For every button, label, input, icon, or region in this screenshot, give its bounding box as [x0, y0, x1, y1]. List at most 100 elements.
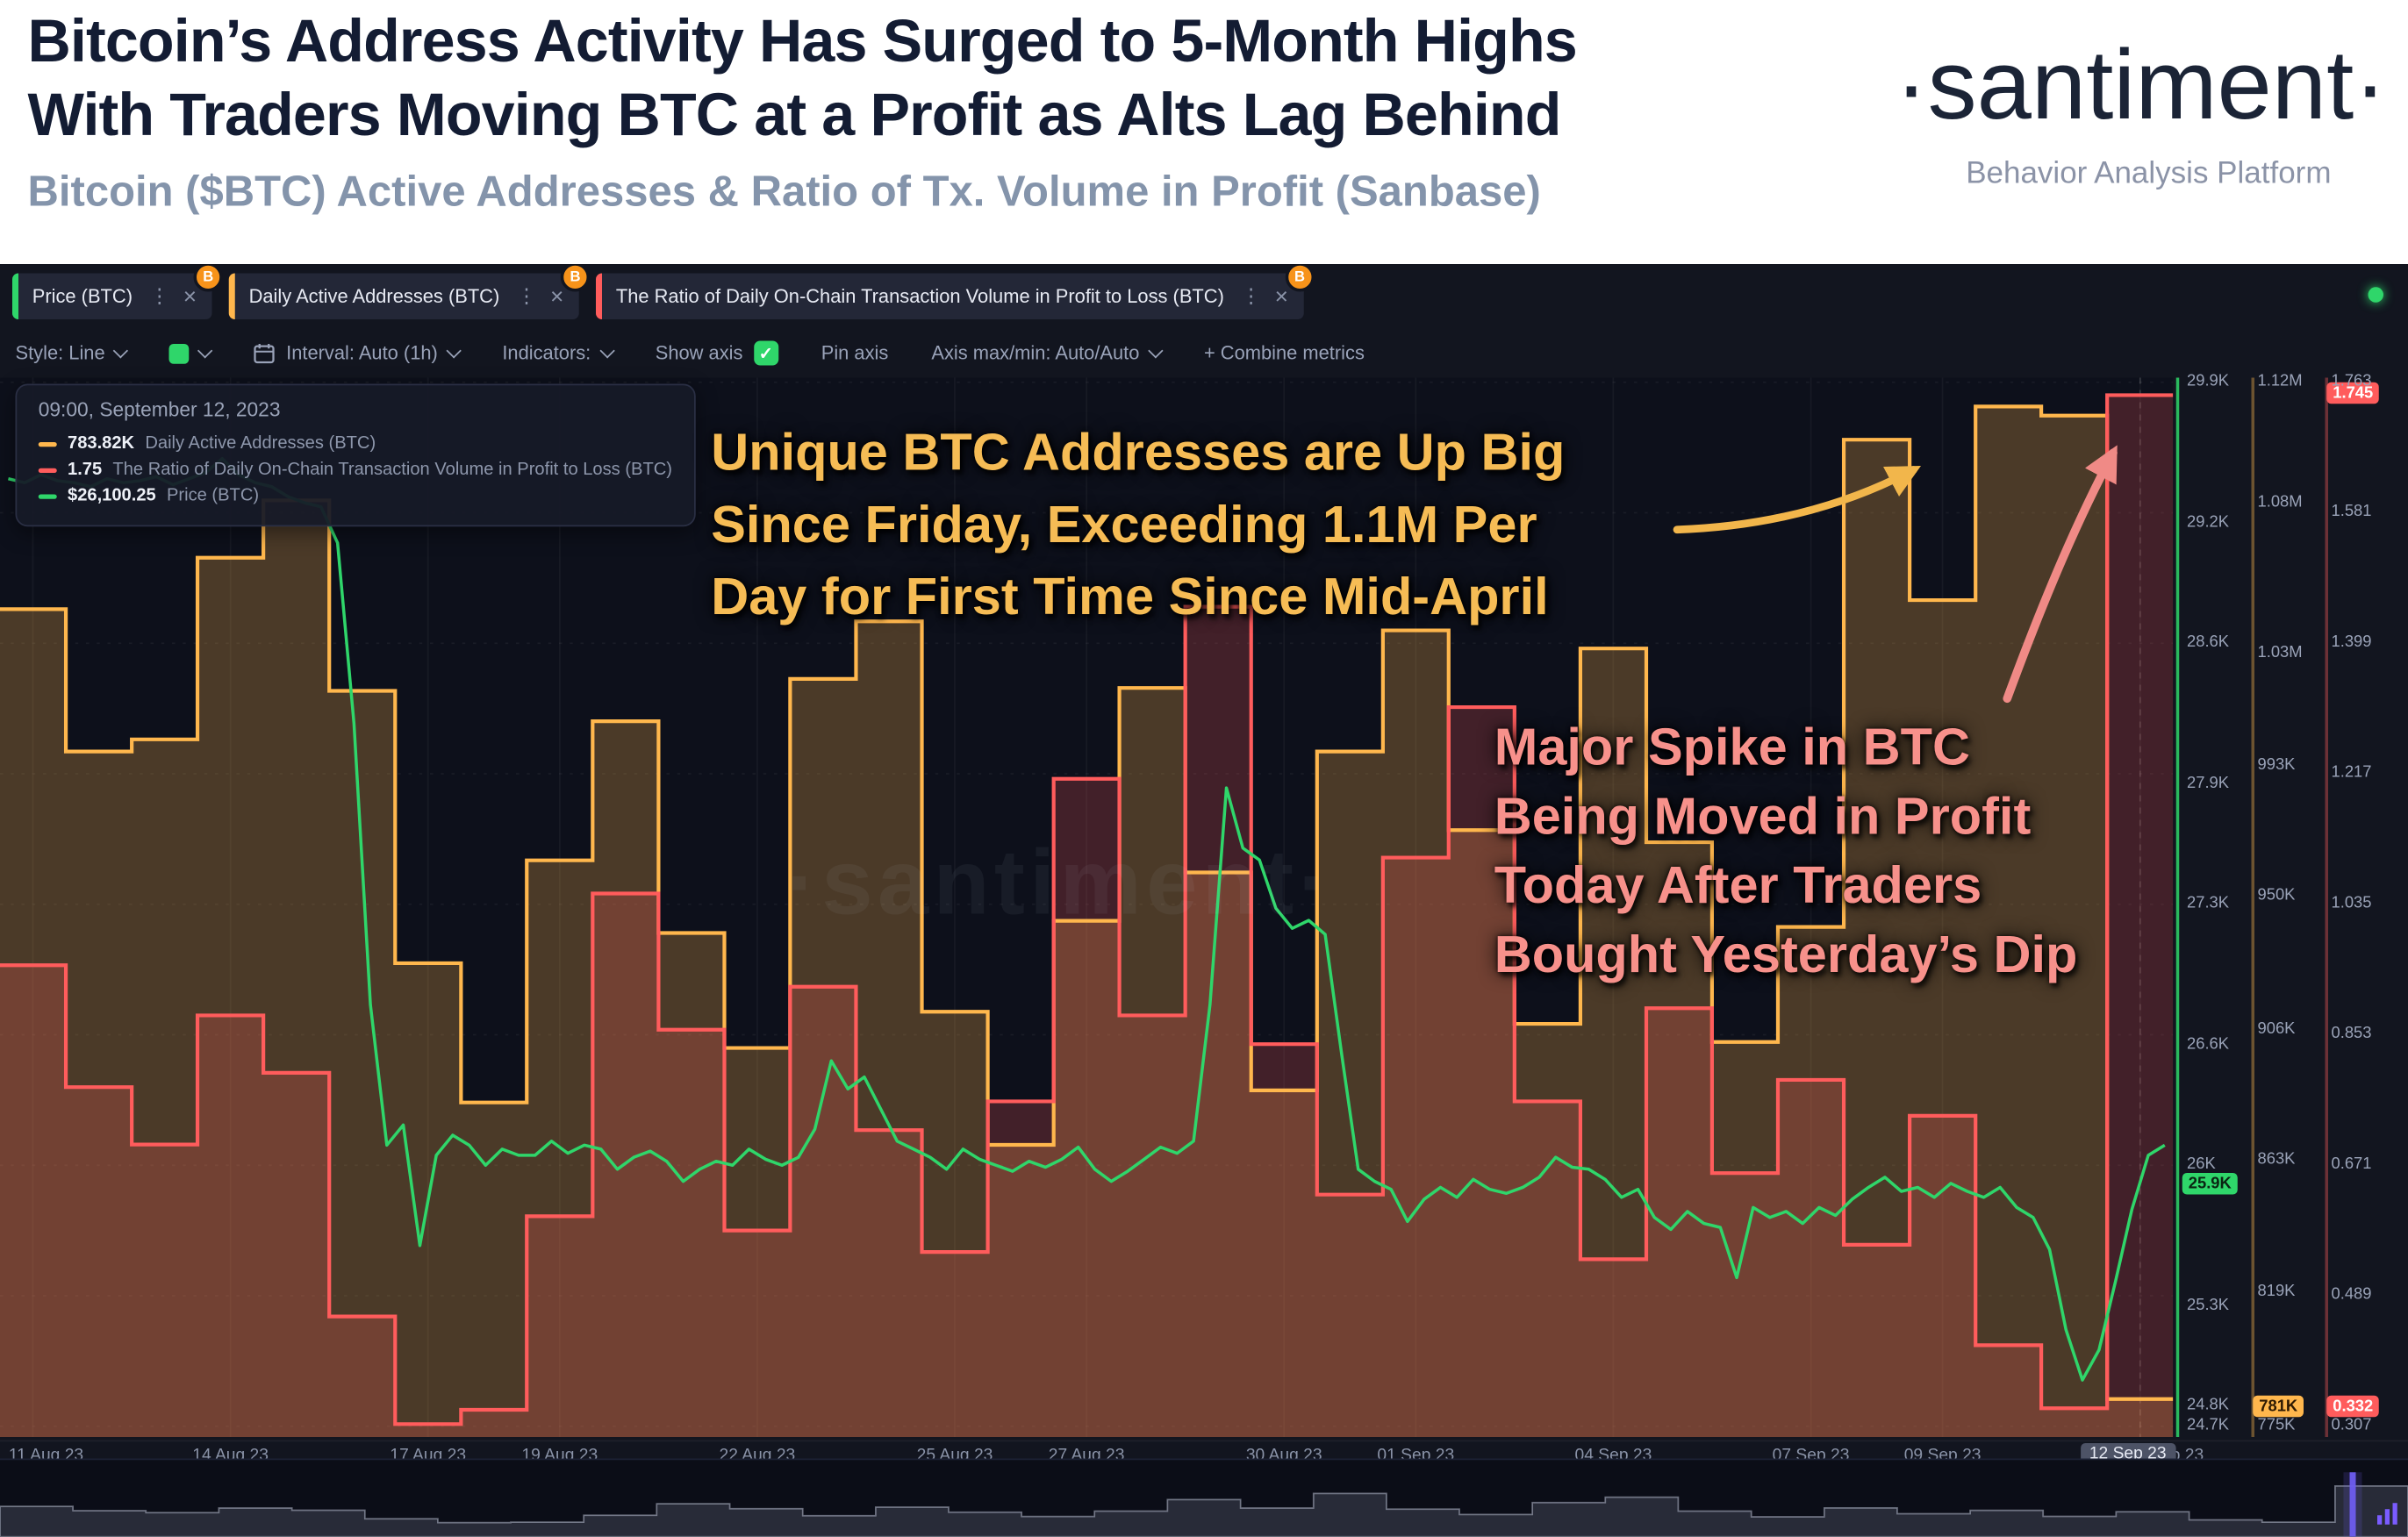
y-axis-tick: 775K: [2257, 1415, 2296, 1434]
tooltip-label: Daily Active Addresses (BTC): [145, 434, 376, 454]
y-axis-tick: 0.671: [2331, 1155, 2372, 1173]
tooltip-row-addresses: 783.82K Daily Active Addresses (BTC): [38, 432, 672, 458]
y-axis-tick: 0.853: [2331, 1024, 2372, 1043]
calendar-icon: [254, 344, 276, 364]
tab-label: The Ratio of Daily On-Chain Transaction …: [615, 285, 1224, 308]
pin-axis-toggle[interactable]: Pin axis: [821, 342, 889, 364]
tooltip-row-price: $26,100.25 Price (BTC): [38, 483, 672, 510]
check-icon: ✓: [758, 344, 773, 363]
metric-tab-profit-loss-ratio[interactable]: The Ratio of Daily On-Chain Transaction …: [596, 264, 1315, 319]
metric-tab-price[interactable]: Price (BTC) ⋮ × B: [12, 264, 223, 319]
record-indicator[interactable]: [2368, 287, 2383, 303]
show-axis-label: Show axis: [655, 342, 743, 364]
y-axis-tick: 1.035: [2331, 893, 2372, 912]
y-axis-tick: 1.763: [2331, 371, 2372, 390]
tab-menu-icon[interactable]: ⋮: [149, 283, 169, 307]
color-swatch-dropdown[interactable]: [169, 342, 213, 363]
chart-tooltip: 09:00, September 12, 2023 783.82K Daily …: [15, 383, 696, 527]
y-axis-tick: 1.399: [2331, 633, 2372, 651]
indicators-label: Indicators:: [502, 342, 591, 364]
bitcoin-badge-icon: B: [560, 264, 591, 292]
bitcoin-badge-icon: B: [193, 264, 223, 292]
color-swatch: [169, 343, 190, 363]
annotation-arrows: [1673, 445, 2118, 704]
profit-spike-annotation: Major Spike in BTC Being Moved in Profit…: [1494, 714, 2078, 990]
navigator-silhouette: [0, 1484, 2408, 1537]
price-line: [8, 456, 2166, 1382]
ratio-previous-badge: 0.332: [2326, 1396, 2380, 1418]
y-axis-tick: 1.12M: [2257, 371, 2303, 390]
axis-maxmin-label: Axis max/min: Auto/Auto: [931, 342, 1140, 364]
annotation-line: Being Moved in Profit: [1494, 787, 2032, 847]
tab-menu-icon[interactable]: ⋮: [516, 283, 537, 307]
green-series-marker: [38, 494, 57, 499]
navigator-chart[interactable]: [0, 1460, 2408, 1537]
price-metrics-chart[interactable]: [0, 377, 2174, 1438]
metric-tab-active-addresses[interactable]: Daily Active Addresses (BTC) ⋮ × B: [228, 264, 591, 319]
y-axis-tick: 26.6K: [2187, 1033, 2230, 1053]
page-title-line1: Bitcoin’s Address Activity Has Surged to…: [27, 9, 1578, 75]
style-label: Style: Line: [15, 342, 105, 364]
page-title-line2: With Traders Moving BTC at a Profit as A…: [27, 82, 1562, 149]
addresses-y-axis[interactable]: 781K 1.12M 1.08M 1.03M 993K 950K 906K 863K 819K…: [2253, 372, 2323, 1440]
ratio-axis-line: [2325, 377, 2328, 1437]
santiment-logo: ·santiment·: [1895, 29, 2387, 140]
chevron-down-icon: [446, 342, 462, 358]
chart-toolbar: Style: Line Interval: Auto (1h) Indicato…: [0, 329, 2408, 378]
y-axis-tick: 29.9K: [2187, 371, 2230, 390]
style-dropdown[interactable]: Style: Line: [15, 342, 129, 364]
addresses-annotation: Unique BTC Addresses are Up Big Since Fr…: [711, 418, 1565, 634]
metric-tab-bar: Price (BTC) ⋮ × B Daily Active Addresses…: [0, 264, 2408, 329]
chevron-down-icon: [1148, 342, 1164, 358]
tab-label: Price (BTC): [32, 285, 133, 308]
annotation-line: Bought Yesterday’s Dip: [1494, 926, 2078, 984]
profit-loss-ratio-area: [0, 395, 2174, 1437]
chart-panel: Price (BTC) ⋮ × B Daily Active Addresses…: [0, 264, 2408, 1537]
tab-close-icon[interactable]: ×: [183, 282, 197, 310]
chevron-down-icon: [197, 342, 213, 358]
price-axis-line: [2175, 377, 2180, 1437]
y-axis-tick: 1.03M: [2257, 643, 2303, 662]
y-axis-tick: 1.217: [2331, 762, 2372, 782]
y-axis-tick: 1.581: [2331, 502, 2372, 521]
y-axis-tick: 863K: [2257, 1148, 2296, 1168]
tab-accent-orange: [228, 273, 235, 319]
interval-label: Interval: Auto (1h): [286, 342, 438, 364]
tab-close-icon[interactable]: ×: [1274, 282, 1288, 310]
ratio-y-axis[interactable]: 1.745 0.332 1.763 1.581 1.399 1.217 1.035 0.8…: [2326, 372, 2405, 1440]
plot-area[interactable]: ·santiment· 09:00, September 12, 2023 78…: [0, 372, 2408, 1475]
addresses-axis-line: [2251, 377, 2254, 1437]
annotation-line: Since Friday, Exceeding 1.1M Per: [711, 496, 1537, 554]
price-current-badge: 25.9K: [2182, 1173, 2238, 1195]
tooltip-label: The Ratio of Daily On-Chain Transaction …: [112, 461, 673, 479]
tab-close-icon[interactable]: ×: [550, 282, 564, 310]
show-axis-toggle[interactable]: Show axis ✓: [655, 340, 778, 366]
y-axis-tick: 26K: [2187, 1155, 2216, 1173]
timeline-navigator[interactable]: [0, 1458, 2408, 1537]
interval-dropdown[interactable]: Interval: Auto (1h): [254, 342, 462, 364]
pink-annotation-arrow: [2003, 445, 2118, 704]
red-series-marker: [38, 468, 57, 473]
tab-accent-green: [12, 273, 18, 319]
tooltip-value: 1.75: [68, 461, 103, 479]
tab-accent-red: [596, 273, 603, 319]
pin-axis-label: Pin axis: [821, 342, 889, 364]
y-axis-tick: 993K: [2257, 755, 2296, 775]
y-axis-tick: 1.08M: [2257, 492, 2303, 511]
y-axis-tick: 25.3K: [2187, 1295, 2230, 1314]
price-y-axis[interactable]: 25.9K 29.9K 29.2K 28.6K 27.9K 27.3K 26.6K 26K 2…: [2182, 372, 2252, 1440]
navigator-end-marker: [2349, 1472, 2356, 1537]
plot-background: [0, 377, 2174, 1437]
axis-maxmin-dropdown[interactable]: Axis max/min: Auto/Auto: [931, 342, 1164, 364]
page-subtitle: Bitcoin ($BTC) Active Addresses & Ratio …: [27, 167, 1541, 215]
annotation-line: Day for First Time Since Mid-April: [711, 568, 1549, 627]
tab-menu-icon[interactable]: ⋮: [1241, 283, 1261, 307]
show-axis-checkbox[interactable]: ✓: [753, 340, 778, 366]
indicators-dropdown[interactable]: Indicators:: [502, 342, 615, 364]
gridlines: [0, 377, 2174, 1437]
combine-metrics-button[interactable]: + Combine metrics: [1204, 342, 1365, 364]
addresses-current-badge: 781K: [2253, 1396, 2304, 1418]
annotation-line: Today After Traders: [1494, 856, 1982, 916]
series-layer: [0, 393, 2174, 1437]
